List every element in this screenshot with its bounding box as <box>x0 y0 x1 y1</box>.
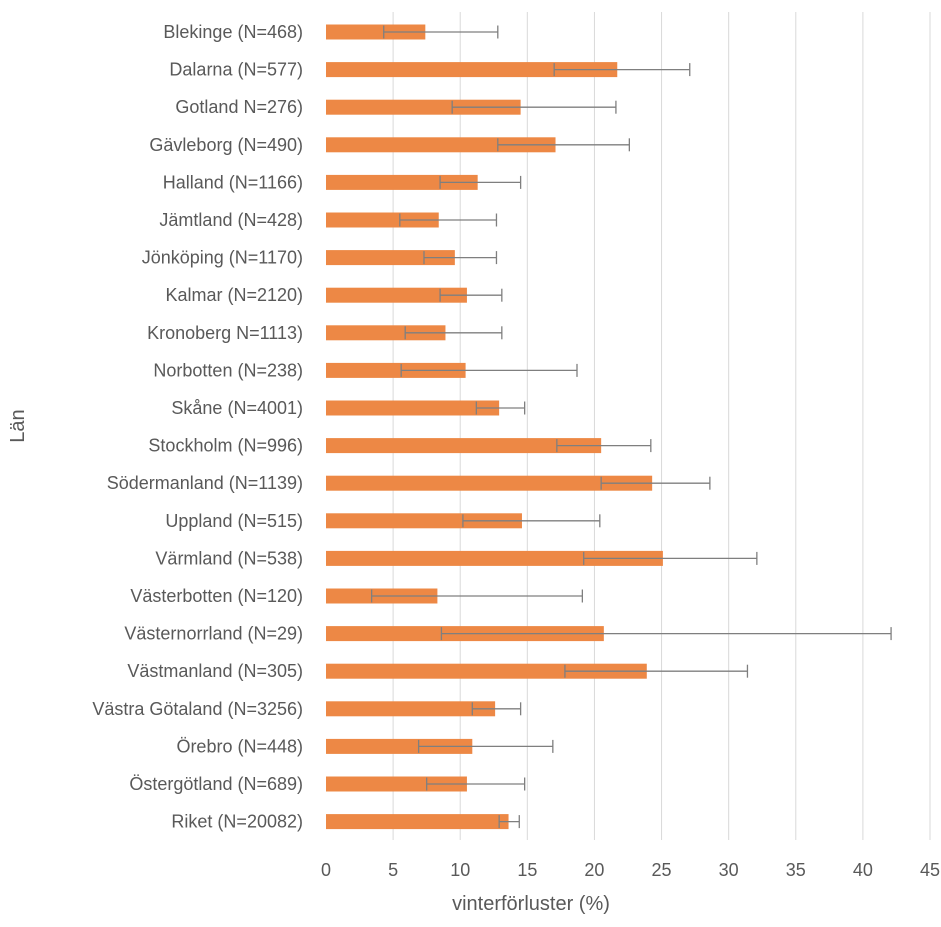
error-bar <box>400 363 578 377</box>
bar <box>326 362 466 378</box>
bar <box>326 438 602 454</box>
x-tick-label: 20 <box>584 860 604 880</box>
error-bar <box>583 551 758 565</box>
category-label: Stockholm (N=996) <box>148 436 303 456</box>
bar <box>326 400 500 416</box>
error-bar <box>404 326 503 340</box>
bar <box>326 550 663 566</box>
category-label: Södermanland (N=1139) <box>107 473 303 493</box>
error-bar <box>475 401 526 415</box>
x-tick-labels: 0 5 10 15 20 25 30 35 40 45 <box>321 860 940 880</box>
error-bar <box>426 777 526 791</box>
bar <box>326 24 426 40</box>
category-label: Kronoberg N=1113) <box>147 323 303 343</box>
bar <box>326 325 446 341</box>
bar <box>326 62 618 78</box>
x-tick-label: 25 <box>652 860 672 880</box>
error-bar <box>399 213 498 227</box>
category-label: Västernorrland (N=29) <box>124 624 303 644</box>
x-tick-label: 0 <box>321 860 331 880</box>
bar <box>326 99 521 115</box>
bar <box>326 776 467 792</box>
error-bar <box>497 138 630 152</box>
bar <box>326 663 647 679</box>
category-labels: Blekinge (N=468) Dalarna (N=577) Gotland N… <box>92 22 303 832</box>
error-bar <box>439 175 522 189</box>
error-bar <box>556 439 652 453</box>
error-bar <box>600 476 711 490</box>
category-label: Riket (N=20082) <box>171 812 303 832</box>
category-label: Skåne (N=4001) <box>171 398 303 418</box>
x-tick-label: 5 <box>388 860 398 880</box>
category-label: Jämtland (N=428) <box>159 210 303 230</box>
category-label: Östergötland (N=689) <box>129 774 303 794</box>
category-label: Dalarna (N=577) <box>169 60 303 80</box>
bar <box>326 701 496 717</box>
x-tick-label: 35 <box>786 860 806 880</box>
error-bar <box>383 25 499 39</box>
x-tick-label: 40 <box>853 860 873 880</box>
category-label: Norbotten (N=238) <box>153 360 303 380</box>
bar <box>326 475 653 491</box>
x-tick-label: 45 <box>920 860 940 880</box>
error-bars <box>370 25 892 829</box>
error-bar <box>451 100 617 114</box>
category-label: Kalmar (N=2120) <box>165 285 303 305</box>
bar <box>326 513 522 529</box>
category-label: Västra Götaland (N=3256) <box>92 699 303 719</box>
category-label: Västerbotten (N=120) <box>130 586 303 606</box>
error-bar <box>440 627 892 641</box>
category-label: Jönköping (N=1170) <box>142 248 303 268</box>
category-label: Västmanland (N=305) <box>127 661 303 681</box>
category-label: Gävleborg (N=490) <box>149 135 303 155</box>
x-axis-title: vinterförluster (%) <box>452 893 610 915</box>
bars <box>326 24 663 830</box>
error-bar <box>417 739 554 753</box>
bar <box>326 287 467 303</box>
x-tick-label: 15 <box>517 860 537 880</box>
bar <box>326 814 509 830</box>
error-bar <box>471 702 522 716</box>
category-label: Halland (N=1166) <box>163 172 303 192</box>
error-bar <box>498 815 520 829</box>
y-axis-title: Län <box>7 409 29 442</box>
category-label: Uppland (N=515) <box>165 511 303 531</box>
category-label: Gotland N=276) <box>175 97 303 117</box>
bar <box>326 250 455 266</box>
bar <box>326 738 473 754</box>
error-bar <box>462 514 601 528</box>
bar <box>326 212 439 228</box>
category-label: Blekinge (N=468) <box>163 22 303 42</box>
x-tick-label: 30 <box>719 860 739 880</box>
category-label: Värmland (N=538) <box>155 548 303 568</box>
error-bar <box>564 664 749 678</box>
category-label: Örebro (N=448) <box>176 736 303 756</box>
x-tick-label: 10 <box>450 860 470 880</box>
error-bar <box>423 251 498 265</box>
error-bar <box>439 288 503 302</box>
error-bar <box>370 589 584 603</box>
error-bar <box>553 63 691 77</box>
